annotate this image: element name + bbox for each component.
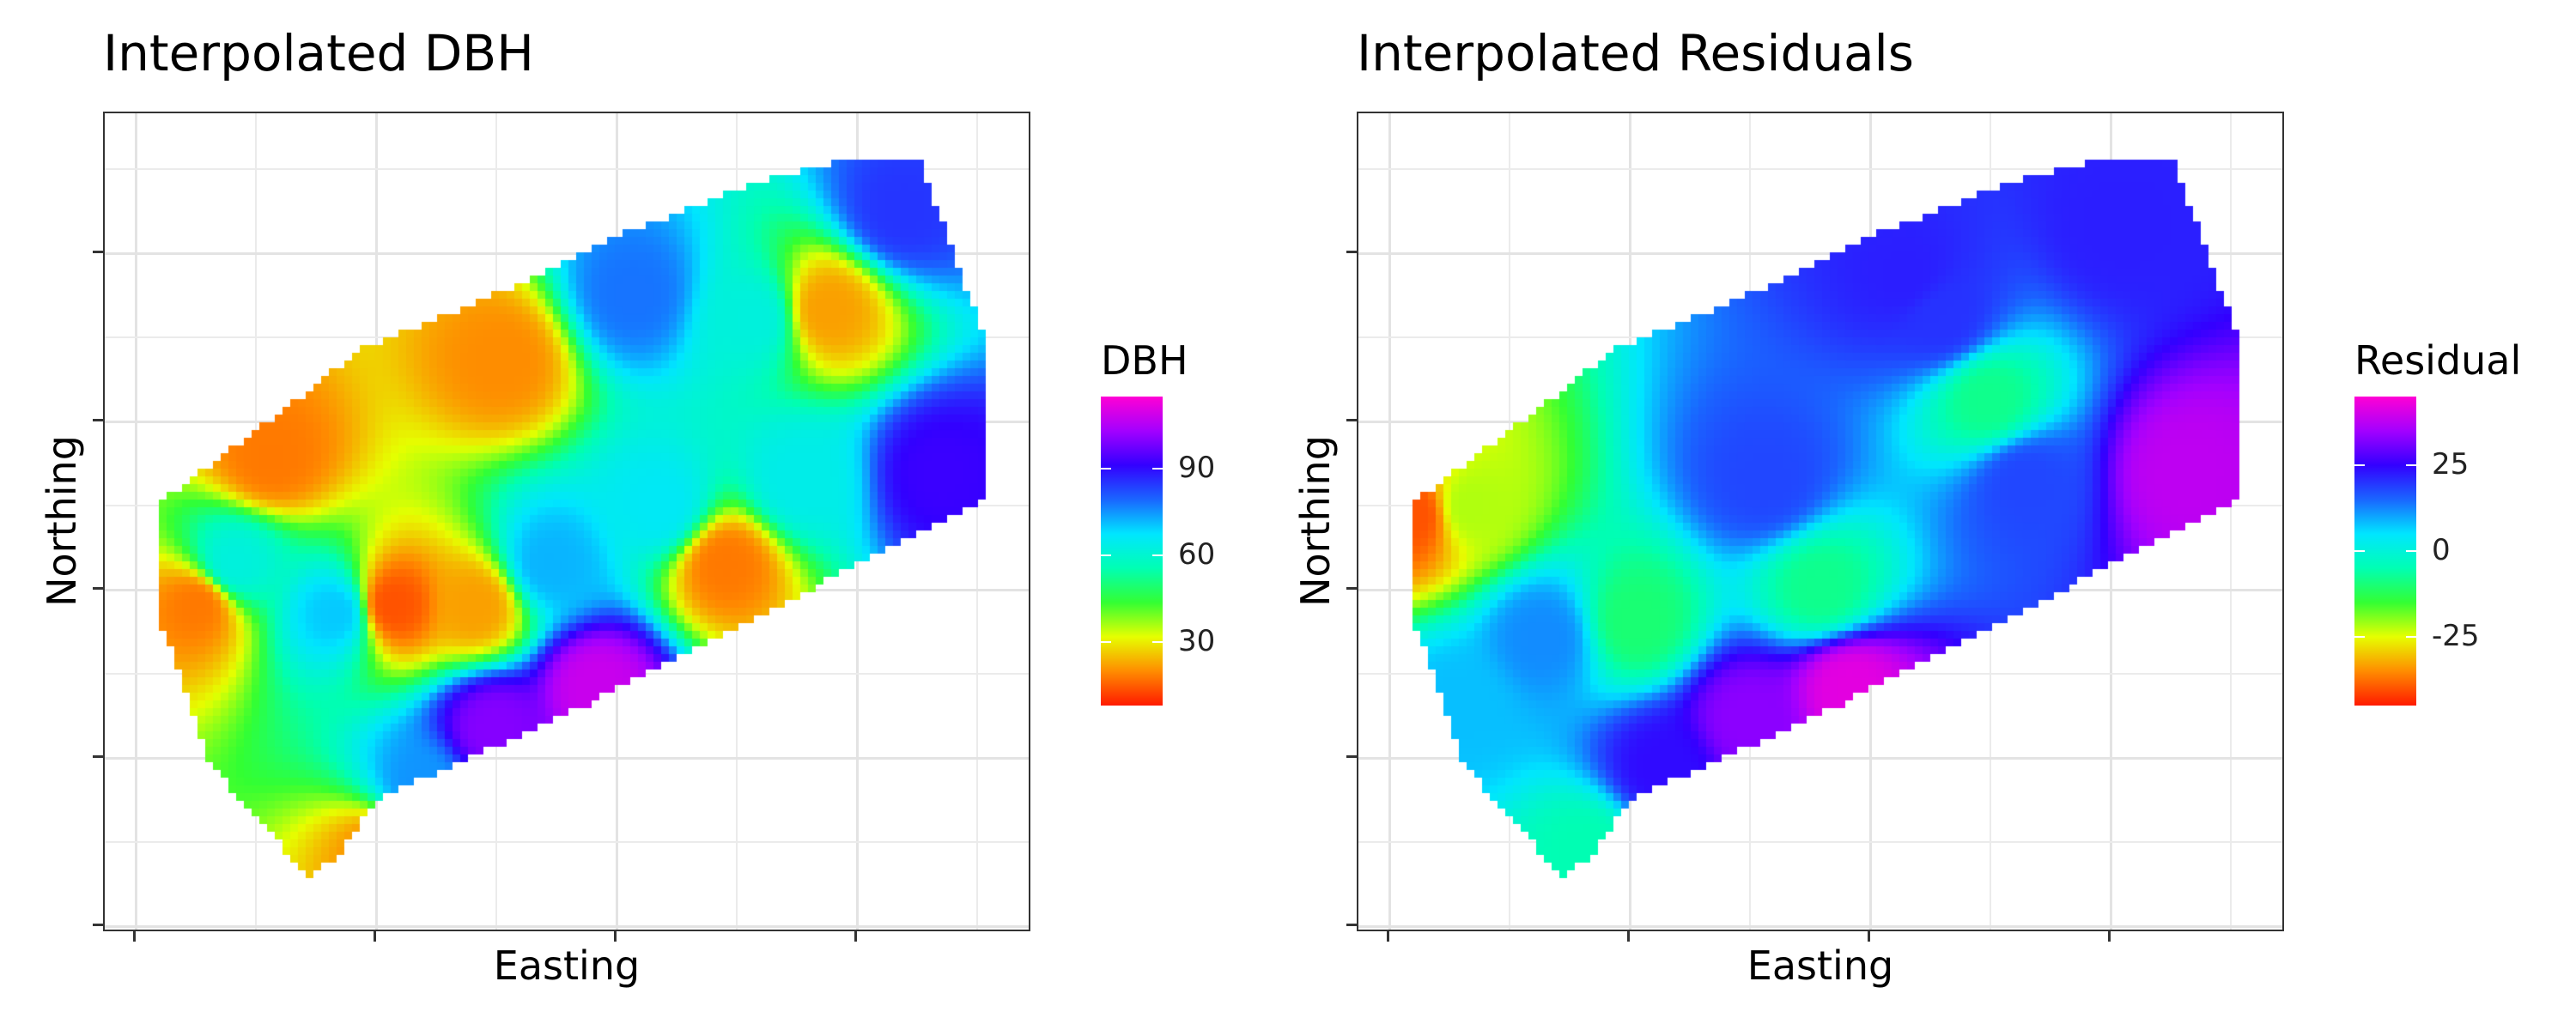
y-axis-label: Northing [39,435,85,607]
legend-tick-label: 90 [1178,451,1216,486]
x-axis-tick [1868,931,1870,942]
legend-colorbar [1101,397,1163,706]
y-axis-tick [93,924,103,926]
y-axis-tick [1346,587,1357,590]
legend-tick-label: 30 [1178,623,1216,658]
legend-tick-label: 0 [2432,533,2451,567]
y-axis-tick [93,755,103,758]
legend-tick-mark [1101,640,1111,643]
legend-tick-mark [1152,554,1163,557]
legend-tick-label: 25 [2432,447,2470,482]
legend-tick-mark [1152,640,1163,643]
legend-tick-mark [1152,468,1163,470]
legend-tick-mark [2354,636,2365,638]
chart-title: Interpolated Residuals [1357,24,1914,82]
legend-tick-label: 60 [1178,537,1216,573]
legend-tick-label: -25 [2432,619,2480,653]
x-axis-tick [614,931,617,942]
x-axis-label: Easting [1747,942,1894,989]
heatmap-surface [1358,113,2282,930]
x-axis-label: Easting [493,942,641,989]
chart-panel-residuals: Interpolated Residuals Easting Northing … [1254,0,2542,1030]
legend-tick-mark [2406,550,2416,552]
legend-tick-mark [2406,464,2416,466]
y-axis-tick [1346,419,1357,421]
x-axis-tick [133,931,136,942]
x-axis-tick [374,931,376,942]
y-axis-tick [93,587,103,590]
y-axis-tick [93,419,103,421]
legend-tick-mark [2354,550,2365,552]
legend-tick-mark [2354,464,2365,466]
y-axis-tick [93,251,103,253]
legend-tick-mark [1101,468,1111,470]
legend-title: Residual [2354,337,2522,384]
plot-area [1357,112,2284,931]
x-axis-tick [1627,931,1630,942]
y-axis-label: Northing [1292,435,1339,607]
x-axis-tick [1387,931,1389,942]
legend-tick-mark [2406,636,2416,638]
legend-tick-mark [1101,554,1111,557]
chart-title: Interpolated DBH [103,24,534,82]
legend-title: DBH [1101,337,1188,384]
y-axis-tick [1346,924,1357,926]
chart-panel-dbh: Interpolated DBH Easting Northing DBH 30… [39,24,1216,989]
y-axis-tick [1346,755,1357,758]
x-axis-tick [2108,931,2111,942]
x-axis-tick [854,931,857,942]
plot-area [103,112,1030,931]
y-axis-tick [1346,251,1357,253]
heatmap-surface [105,113,1029,930]
